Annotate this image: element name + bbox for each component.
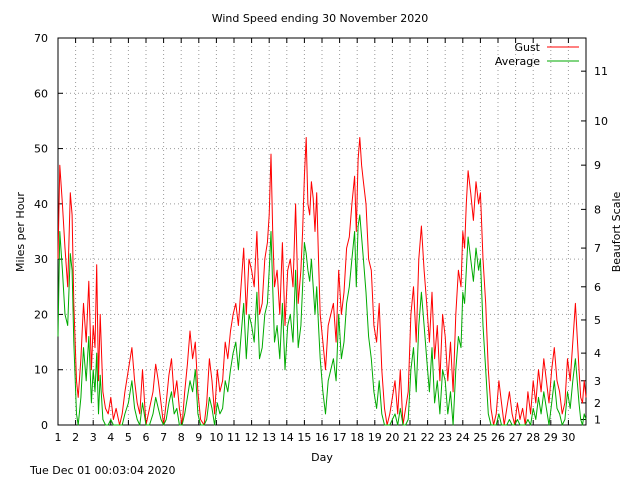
- beaufort-tick-label: 8: [594, 203, 601, 216]
- x-tick-label: 30: [561, 431, 575, 444]
- beaufort-tick-label: 10: [594, 115, 608, 128]
- x-tick-label: 4: [107, 431, 114, 444]
- x-tick-label: 26: [491, 431, 505, 444]
- chart-title: Wind Speed ending 30 November 2020: [212, 12, 429, 25]
- x-tick-label: 6: [143, 431, 150, 444]
- x-tick-label: 14: [280, 431, 294, 444]
- beaufort-tick-label: 3: [594, 375, 601, 388]
- y-tick-label: 70: [34, 32, 48, 45]
- beaufort-tick-label: 11: [594, 65, 608, 78]
- beaufort-tick-label: 5: [594, 314, 601, 327]
- x-tick-label: 15: [297, 431, 311, 444]
- x-tick-label: 22: [421, 431, 435, 444]
- y-axis-label: Miles per Hour: [14, 192, 27, 272]
- x-tick-label: 5: [125, 431, 132, 444]
- x-tick-label: 10: [209, 431, 223, 444]
- series-line-average: [57, 214, 587, 426]
- x-tick-label: 12: [245, 431, 259, 444]
- beaufort-tick-label: 6: [594, 281, 601, 294]
- x-tick-label: 8: [178, 431, 185, 444]
- beaufort-tick-label: 7: [594, 242, 601, 255]
- grid-lines: [58, 38, 586, 425]
- x-tick-label: 21: [403, 431, 417, 444]
- x-tick-label: 25: [473, 431, 487, 444]
- beaufort-axis-ticks: 1 2 3 4 5 6 7 8 9 10 11: [581, 65, 608, 426]
- y-tick-label: 50: [34, 143, 48, 156]
- beaufort-tick-label: 1: [594, 413, 601, 426]
- beaufort-tick-label: 2: [594, 397, 601, 410]
- series-lines: [57, 137, 587, 426]
- legend-label-average: Average: [495, 55, 540, 68]
- y-tick-label: 60: [34, 87, 48, 100]
- x-tick-label: 16: [315, 431, 329, 444]
- x-tick-label: 29: [544, 431, 558, 444]
- y2-axis-label: Beaufort Scale: [610, 191, 623, 272]
- x-tick-label: 1: [55, 431, 62, 444]
- x-tick-label: 19: [368, 431, 382, 444]
- y-tick-label: 0: [41, 419, 48, 432]
- legend-label-gust: Gust: [514, 41, 540, 54]
- x-axis-label: Day: [311, 451, 333, 464]
- x-tick-label: 11: [227, 431, 241, 444]
- y-tick-label: 10: [34, 364, 48, 377]
- y-tick-label: 20: [34, 308, 48, 321]
- x-tick-label: 3: [90, 431, 97, 444]
- beaufort-tick-label: 9: [594, 159, 601, 172]
- x-tick-label: 20: [385, 431, 399, 444]
- y-axis-ticks: 0 10 20 30 40 50 60 70: [34, 32, 63, 432]
- x-tick-label: 23: [438, 431, 452, 444]
- y-tick-label: 40: [34, 198, 48, 211]
- x-axis-ticks: 1 2 3 4 5 6 7 8 9 10 11 12 13 14 15 16 17 18 19 20 21 22 23 24 2…: [55, 38, 575, 444]
- x-tick-label: 9: [195, 431, 202, 444]
- x-tick-label: 2: [72, 431, 79, 444]
- x-tick-label: 17: [333, 431, 347, 444]
- footer-timestamp: Tue Dec 01 00:03:04 2020: [30, 464, 176, 477]
- y-tick-label: 30: [34, 253, 48, 266]
- legend: Gust Average: [495, 41, 579, 68]
- x-tick-label: 27: [509, 431, 523, 444]
- beaufort-tick-label: 4: [594, 347, 601, 360]
- x-tick-label: 18: [350, 431, 364, 444]
- series-line-gust: [57, 137, 587, 426]
- x-tick-label: 7: [160, 431, 167, 444]
- x-tick-label: 13: [262, 431, 276, 444]
- x-tick-label: 28: [526, 431, 540, 444]
- x-tick-label: 24: [456, 431, 470, 444]
